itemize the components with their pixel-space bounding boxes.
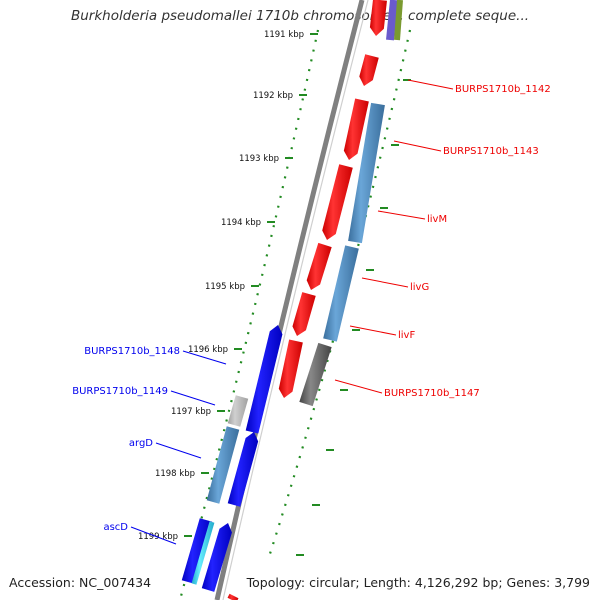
gene-burps1710b-1147-red[interactable] xyxy=(278,339,303,398)
gene-label-leader xyxy=(349,325,397,336)
gene-label[interactable]: BURPS1710b_1147 xyxy=(384,388,480,399)
gene-label-leader xyxy=(393,140,442,152)
gene-burps1710b-1143-red[interactable] xyxy=(343,98,369,160)
gene-red-top[interactable] xyxy=(369,0,387,36)
gene-label-leader xyxy=(130,526,177,545)
gene-olive-top[interactable] xyxy=(394,0,403,41)
gene-label-leader xyxy=(361,277,409,288)
gene-label[interactable]: livG xyxy=(410,282,429,293)
gene-ascd[interactable] xyxy=(181,518,213,584)
gene-burps1710b-1149[interactable] xyxy=(227,395,249,427)
gene-livm-track[interactable] xyxy=(323,245,359,342)
gene-label-leader xyxy=(377,210,426,220)
gene-label[interactable]: livF xyxy=(398,330,415,341)
map-title: Burkholderia pseudomallei 1710b chromoso… xyxy=(70,8,530,24)
gene-label[interactable]: BURPS1710b_1149 xyxy=(72,386,168,397)
chromosome-backbone xyxy=(214,0,365,600)
gene-label[interactable]: BURPS1710b_1142 xyxy=(455,84,551,95)
accession-label: Accession: NC_007434 xyxy=(9,575,152,590)
gene-label-leader xyxy=(334,379,383,394)
gene-burps1710b-1143[interactable] xyxy=(348,102,385,244)
ruler-tick-label: 1191 kbp xyxy=(264,30,304,40)
gene-ascd-cyan[interactable] xyxy=(191,521,215,585)
topology-label: Topology: circular; Length: 4,126,292 bp… xyxy=(246,575,590,590)
gene-blue-low[interactable] xyxy=(201,523,232,592)
gene-label[interactable]: argD xyxy=(129,438,153,449)
ruler-tick-label: 1192 kbp xyxy=(253,91,293,101)
gene-argd[interactable] xyxy=(206,426,240,504)
gene-burps1710b-1147[interactable] xyxy=(299,342,332,407)
ruler-tick-label: 1198 kbp xyxy=(155,469,195,479)
ruler-tick-label: 1196 kbp xyxy=(188,345,228,355)
gene-livf-red[interactable] xyxy=(292,292,316,336)
gene-label[interactable]: BURPS1710b_1148 xyxy=(84,346,180,357)
gene-label-leader xyxy=(155,442,202,459)
gene-burps1710b-1148[interactable] xyxy=(245,325,283,434)
gene-label-leader xyxy=(170,390,216,406)
gene-livg-red[interactable] xyxy=(306,242,332,290)
gene-red-bottom[interactable] xyxy=(227,593,239,600)
gene-livm-red[interactable] xyxy=(322,164,353,240)
ruler-tick-label: 1193 kbp xyxy=(239,154,279,164)
gene-label[interactable]: ascD xyxy=(103,522,128,533)
gene-label-leader xyxy=(182,350,227,365)
ruler-tick-label: 1195 kbp xyxy=(205,282,245,292)
gene-burps1710b-1142[interactable] xyxy=(359,54,379,86)
gene-label-leader xyxy=(407,79,454,90)
ruler-dots-right xyxy=(266,29,412,561)
gene-blue-mid[interactable] xyxy=(227,432,259,507)
gene-label[interactable]: livM xyxy=(427,214,447,225)
ruler-tick-label: 1194 kbp xyxy=(221,218,261,228)
gene-label[interactable]: BURPS1710b_1143 xyxy=(443,146,539,157)
chromosome-backbone-highlight xyxy=(222,0,369,600)
ruler-tick-label: 1197 kbp xyxy=(171,407,211,417)
